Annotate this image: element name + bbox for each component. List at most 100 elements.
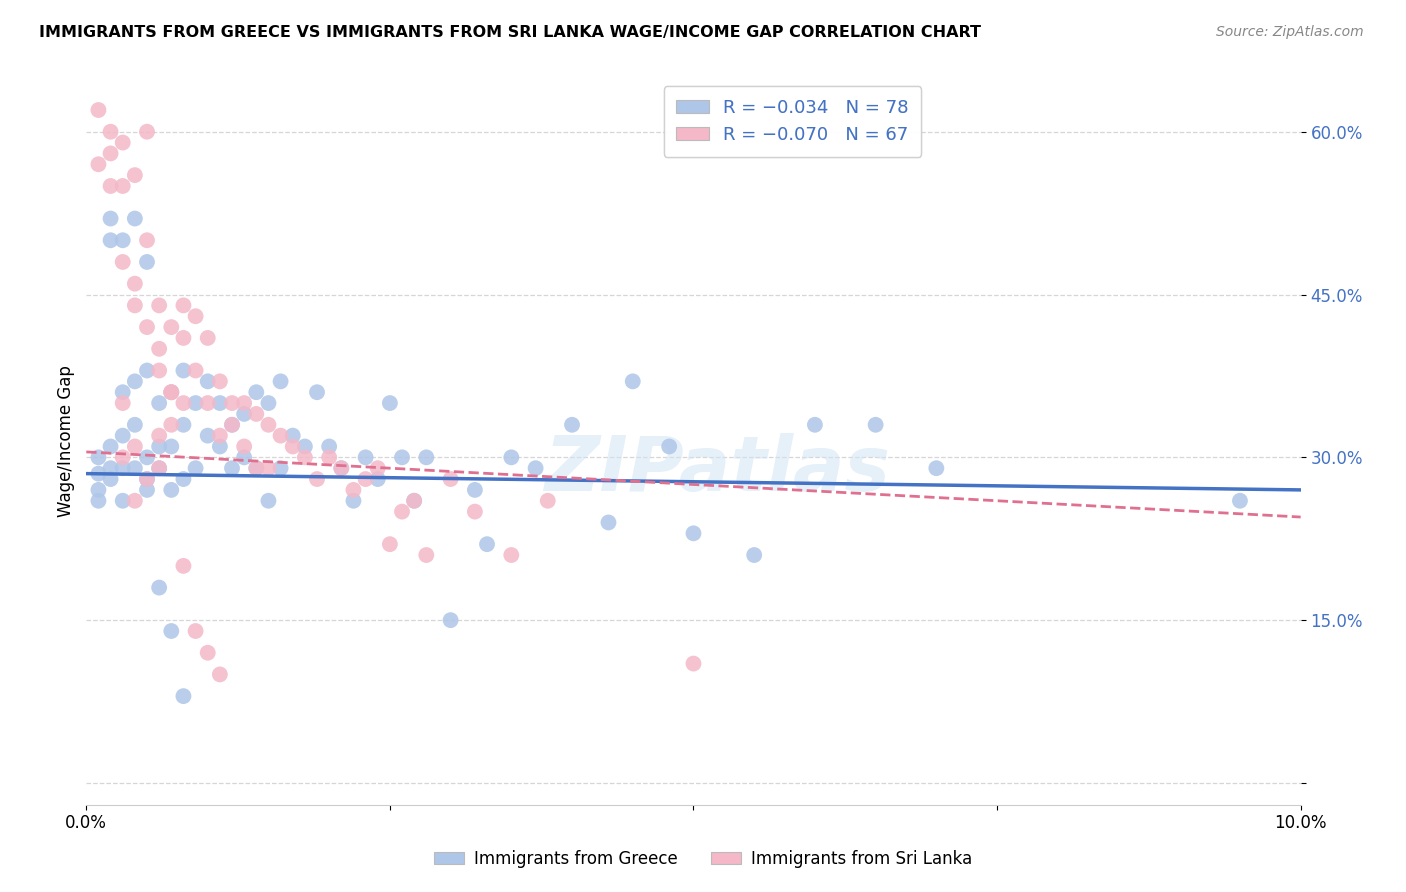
Point bbox=[111, 385, 134, 400]
Point bbox=[221, 417, 243, 432]
Point bbox=[208, 667, 231, 681]
Point bbox=[111, 396, 134, 410]
Point bbox=[100, 440, 122, 454]
Point bbox=[87, 157, 110, 171]
Point bbox=[136, 320, 159, 334]
Point bbox=[136, 483, 159, 497]
Point bbox=[148, 581, 170, 595]
Point bbox=[148, 298, 170, 312]
Point bbox=[208, 428, 231, 442]
Point bbox=[318, 450, 340, 465]
Point bbox=[136, 255, 159, 269]
Point bbox=[537, 493, 560, 508]
Point bbox=[100, 125, 122, 139]
Point bbox=[245, 385, 267, 400]
Point bbox=[172, 689, 194, 703]
Point bbox=[257, 396, 280, 410]
Point bbox=[621, 375, 644, 389]
Point bbox=[404, 493, 426, 508]
Point bbox=[378, 396, 401, 410]
Point bbox=[257, 417, 280, 432]
Point bbox=[342, 483, 364, 497]
Point bbox=[245, 461, 267, 475]
Point bbox=[148, 428, 170, 442]
Point bbox=[136, 472, 159, 486]
Point bbox=[561, 417, 583, 432]
Point bbox=[148, 363, 170, 377]
Point bbox=[330, 461, 353, 475]
Point bbox=[111, 450, 134, 465]
Point bbox=[100, 472, 122, 486]
Point bbox=[111, 136, 134, 150]
Point bbox=[658, 440, 681, 454]
Point bbox=[184, 310, 207, 324]
Point bbox=[804, 417, 827, 432]
Point bbox=[865, 417, 887, 432]
Point bbox=[197, 428, 219, 442]
Point bbox=[87, 450, 110, 465]
Point bbox=[354, 450, 377, 465]
Point bbox=[197, 331, 219, 345]
Point bbox=[208, 375, 231, 389]
Point bbox=[257, 493, 280, 508]
Point bbox=[172, 363, 194, 377]
Point bbox=[281, 428, 304, 442]
Point bbox=[111, 428, 134, 442]
Point bbox=[682, 657, 704, 671]
Point bbox=[464, 483, 486, 497]
Point bbox=[294, 440, 316, 454]
Point bbox=[208, 440, 231, 454]
Point bbox=[124, 440, 146, 454]
Point bbox=[136, 472, 159, 486]
Text: Source: ZipAtlas.com: Source: ZipAtlas.com bbox=[1216, 25, 1364, 39]
Point bbox=[124, 211, 146, 226]
Point bbox=[294, 450, 316, 465]
Point bbox=[415, 450, 437, 465]
Point bbox=[925, 461, 948, 475]
Point bbox=[682, 526, 704, 541]
Point bbox=[184, 461, 207, 475]
Point bbox=[111, 493, 134, 508]
Point bbox=[391, 505, 413, 519]
Y-axis label: Wage/Income Gap: Wage/Income Gap bbox=[58, 365, 75, 517]
Point bbox=[233, 396, 256, 410]
Point bbox=[172, 331, 194, 345]
Point bbox=[124, 168, 146, 182]
Point bbox=[245, 407, 267, 421]
Point bbox=[100, 461, 122, 475]
Point bbox=[501, 450, 523, 465]
Point bbox=[354, 472, 377, 486]
Point bbox=[439, 472, 461, 486]
Text: ZIPatlas: ZIPatlas bbox=[544, 434, 891, 508]
Point bbox=[124, 277, 146, 291]
Point bbox=[257, 461, 280, 475]
Point bbox=[100, 146, 122, 161]
Point bbox=[391, 450, 413, 465]
Text: IMMIGRANTS FROM GREECE VS IMMIGRANTS FROM SRI LANKA WAGE/INCOME GAP CORRELATION : IMMIGRANTS FROM GREECE VS IMMIGRANTS FRO… bbox=[39, 25, 981, 40]
Point bbox=[221, 461, 243, 475]
Point bbox=[318, 440, 340, 454]
Point bbox=[233, 440, 256, 454]
Legend: Immigrants from Greece, Immigrants from Sri Lanka: Immigrants from Greece, Immigrants from … bbox=[427, 844, 979, 875]
Point bbox=[378, 537, 401, 551]
Point bbox=[87, 467, 110, 481]
Point bbox=[524, 461, 547, 475]
Point bbox=[233, 450, 256, 465]
Point bbox=[197, 396, 219, 410]
Point bbox=[136, 233, 159, 247]
Point bbox=[111, 179, 134, 194]
Point bbox=[598, 516, 620, 530]
Point bbox=[111, 255, 134, 269]
Point bbox=[160, 320, 183, 334]
Point bbox=[111, 461, 134, 475]
Point bbox=[184, 396, 207, 410]
Point bbox=[404, 493, 426, 508]
Point bbox=[367, 461, 389, 475]
Point bbox=[172, 558, 194, 573]
Point bbox=[87, 103, 110, 117]
Point bbox=[197, 646, 219, 660]
Point bbox=[160, 417, 183, 432]
Point bbox=[367, 472, 389, 486]
Point bbox=[124, 417, 146, 432]
Point bbox=[270, 375, 292, 389]
